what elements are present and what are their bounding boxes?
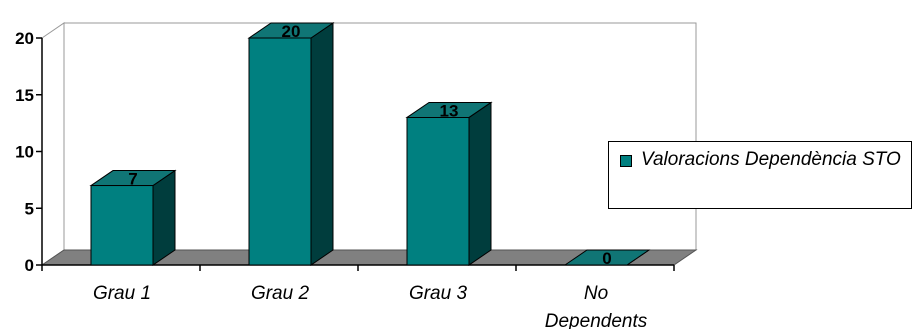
x-category-label: Grau 1 [93, 283, 151, 304]
y-tick-label: 0 [25, 256, 34, 275]
bar-front [248, 37, 312, 266]
bar [247, 22, 335, 266]
bar-front [406, 116, 470, 266]
x-category-label: Grau 2 [251, 283, 310, 304]
data-label: 20 [282, 22, 301, 41]
bar-top [563, 249, 651, 266]
x-category-label: Grau 3 [409, 283, 468, 304]
bar-side [152, 169, 176, 266]
bar [405, 101, 493, 266]
data-label: 13 [440, 101, 459, 120]
y-tick-label: 10 [15, 143, 34, 162]
bar-top [405, 101, 493, 118]
bar-side [468, 101, 492, 266]
y-tick-label: 5 [25, 199, 34, 218]
side-wall [41, 22, 65, 266]
legend-swatch [620, 155, 632, 167]
y-tick-label: 20 [15, 29, 34, 48]
x-category-label: No Dependents [545, 283, 648, 329]
labels: Grau 1 Grau 2 Grau 3 No Dependents 7 20 13 0 [93, 22, 648, 329]
bar-front [90, 185, 154, 266]
y-tick-label: 15 [15, 86, 34, 105]
bar-side [310, 22, 334, 266]
data-label: 0 [602, 249, 611, 268]
bar-top [247, 22, 335, 39]
bar [563, 249, 651, 266]
bar-top [89, 170, 177, 187]
legend-label: Valoracions Dependència STO [641, 149, 901, 170]
bars [89, 22, 651, 266]
data-label: 7 [128, 170, 137, 189]
bar [89, 169, 177, 266]
legend: Valoracions Dependència STO [608, 141, 912, 209]
